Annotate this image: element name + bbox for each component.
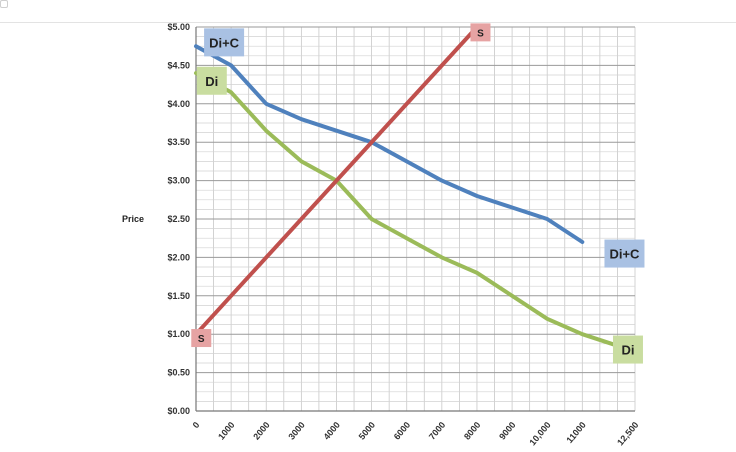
series-tag-box xyxy=(604,239,645,268)
y-axis-label: Price xyxy=(122,214,144,224)
y-tick-label: $0.50 xyxy=(167,368,190,378)
series-tag-box xyxy=(612,335,643,364)
series-tags: Di+C Di+C Di Di S S xyxy=(191,23,645,364)
x-tick-label: 11000 xyxy=(564,420,587,445)
series-tag-label: Di+C xyxy=(609,247,640,262)
series-line-s xyxy=(194,25,479,337)
x-tick-label: 10,000 xyxy=(527,420,552,448)
series-tag-di: Di xyxy=(612,335,643,364)
y-tick-label: $4.00 xyxy=(167,99,190,109)
series-tag-box xyxy=(204,28,245,57)
series-line-di xyxy=(194,71,620,348)
top-strip xyxy=(0,0,736,23)
x-tick-label: 5000 xyxy=(357,420,378,442)
y-tick-label: $0.00 xyxy=(167,406,190,416)
y-tick-label: $3.00 xyxy=(167,176,190,186)
grid xyxy=(195,26,636,412)
series-tag-label: Di+C xyxy=(209,35,240,50)
series-tag-box xyxy=(470,23,491,42)
series-tag-label: Di xyxy=(621,343,634,358)
y-tick-label: $1.50 xyxy=(167,291,190,301)
series-line-di-c xyxy=(194,44,585,244)
y-tick-label: $5.00 xyxy=(167,22,190,32)
series-tag-label: Di xyxy=(205,74,218,89)
x-tick-label: 7000 xyxy=(427,420,448,442)
x-tick-label: 9000 xyxy=(497,420,518,442)
y-tick-label: $1.00 xyxy=(167,329,190,339)
series-tag-s: S xyxy=(470,23,491,42)
series-tag-s: S xyxy=(191,329,212,348)
series-tag-label: S xyxy=(198,334,205,345)
series-tag-box xyxy=(196,66,227,95)
x-tick-label: 0 xyxy=(191,420,202,430)
x-tick-label: 2000 xyxy=(251,420,272,442)
corner-mark xyxy=(0,0,8,8)
series-tag-di-c: Di+C xyxy=(604,239,645,268)
x-tick-label: 12,500 xyxy=(615,420,640,448)
series-tag-label: S xyxy=(477,28,484,39)
series-lines xyxy=(194,25,620,348)
series-tag-di: Di xyxy=(196,66,227,95)
y-tick-label: $4.50 xyxy=(167,60,190,70)
y-tick-label: $2.50 xyxy=(167,214,190,224)
y-tick-label: $3.50 xyxy=(167,137,190,147)
x-tick-label: 1000 xyxy=(216,420,237,442)
x-tick-label: 8000 xyxy=(462,420,483,442)
y-tick-label: $2.00 xyxy=(167,252,190,262)
series-tag-box xyxy=(191,329,212,348)
x-tick-label: 4000 xyxy=(321,420,342,442)
x-tick-label: 6000 xyxy=(392,420,413,442)
series-tag-di-c: Di+C xyxy=(204,28,245,57)
x-tick-label: 3000 xyxy=(286,420,307,442)
